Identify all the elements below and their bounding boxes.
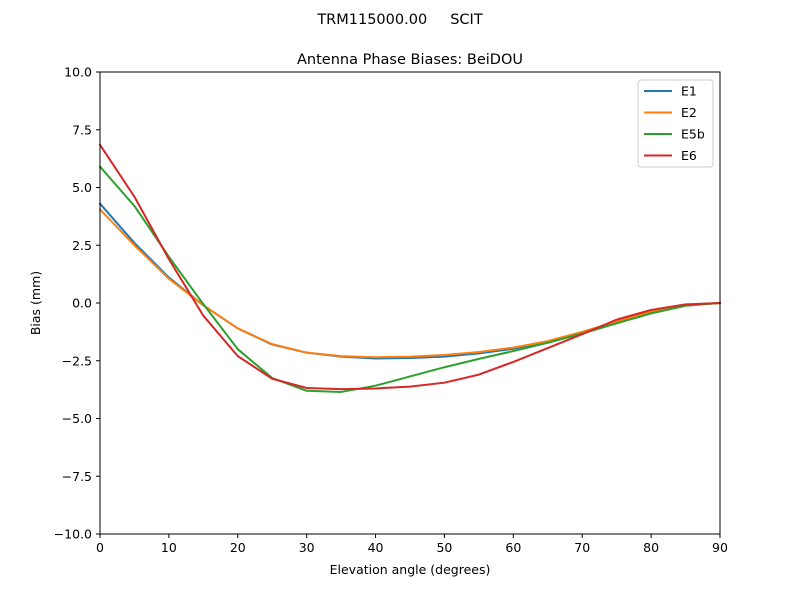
y-tick-label: 5.0 <box>72 180 92 195</box>
x-tick-label: 40 <box>368 540 384 555</box>
x-tick-label: 50 <box>436 540 452 555</box>
series-line-e6 <box>98 143 722 391</box>
legend-label-e5b: E5b <box>681 127 705 142</box>
y-tick-label: −7.5 <box>62 469 92 484</box>
legend-label-e1: E1 <box>681 84 697 99</box>
figure-suptitle: TRM115000.00 SCIT <box>316 12 483 28</box>
y-tick-label: 10.0 <box>64 65 92 80</box>
y-tick-label: −5.0 <box>62 411 92 426</box>
x-tick-label: 90 <box>712 540 728 555</box>
x-tick-label: 20 <box>230 540 246 555</box>
x-axis: 0 10 20 30 40 50 60 70 80 90 <box>96 534 728 555</box>
y-tick-label: −2.5 <box>62 353 92 368</box>
legend-box <box>637 79 714 168</box>
series-line-e5b <box>98 165 722 393</box>
y-axis-label: Bias (mm) <box>28 271 43 335</box>
y-tick-label: 0.0 <box>72 296 92 311</box>
y-tick-label: −10.0 <box>54 527 92 542</box>
y-tick-label: 2.5 <box>72 238 92 253</box>
legend-label-e6: E6 <box>681 148 697 163</box>
x-tick-label: 0 <box>96 540 104 555</box>
chart-title: Antenna Phase Biases: BeiDOU <box>297 52 523 68</box>
x-tick-label: 30 <box>299 540 315 555</box>
x-axis-label: Elevation angle (degrees) <box>330 562 491 577</box>
x-tick-label: 60 <box>505 540 521 555</box>
y-tick-label: 7.5 <box>72 122 92 137</box>
series-layer <box>98 143 722 393</box>
legend-entries: E1 E2 E5b E6 <box>644 84 705 163</box>
x-tick-label: 70 <box>574 540 590 555</box>
plot-area <box>98 71 722 535</box>
y-axis: −10.0 −7.5 −5.0 −2.5 0.0 2.5 5.0 7.5 10.0 <box>54 65 100 542</box>
legend: E1 E2 E5b E6 <box>637 79 714 168</box>
x-tick-label: 80 <box>643 540 659 555</box>
legend-label-e2: E2 <box>681 105 697 120</box>
x-tick-label: 10 <box>161 540 177 555</box>
